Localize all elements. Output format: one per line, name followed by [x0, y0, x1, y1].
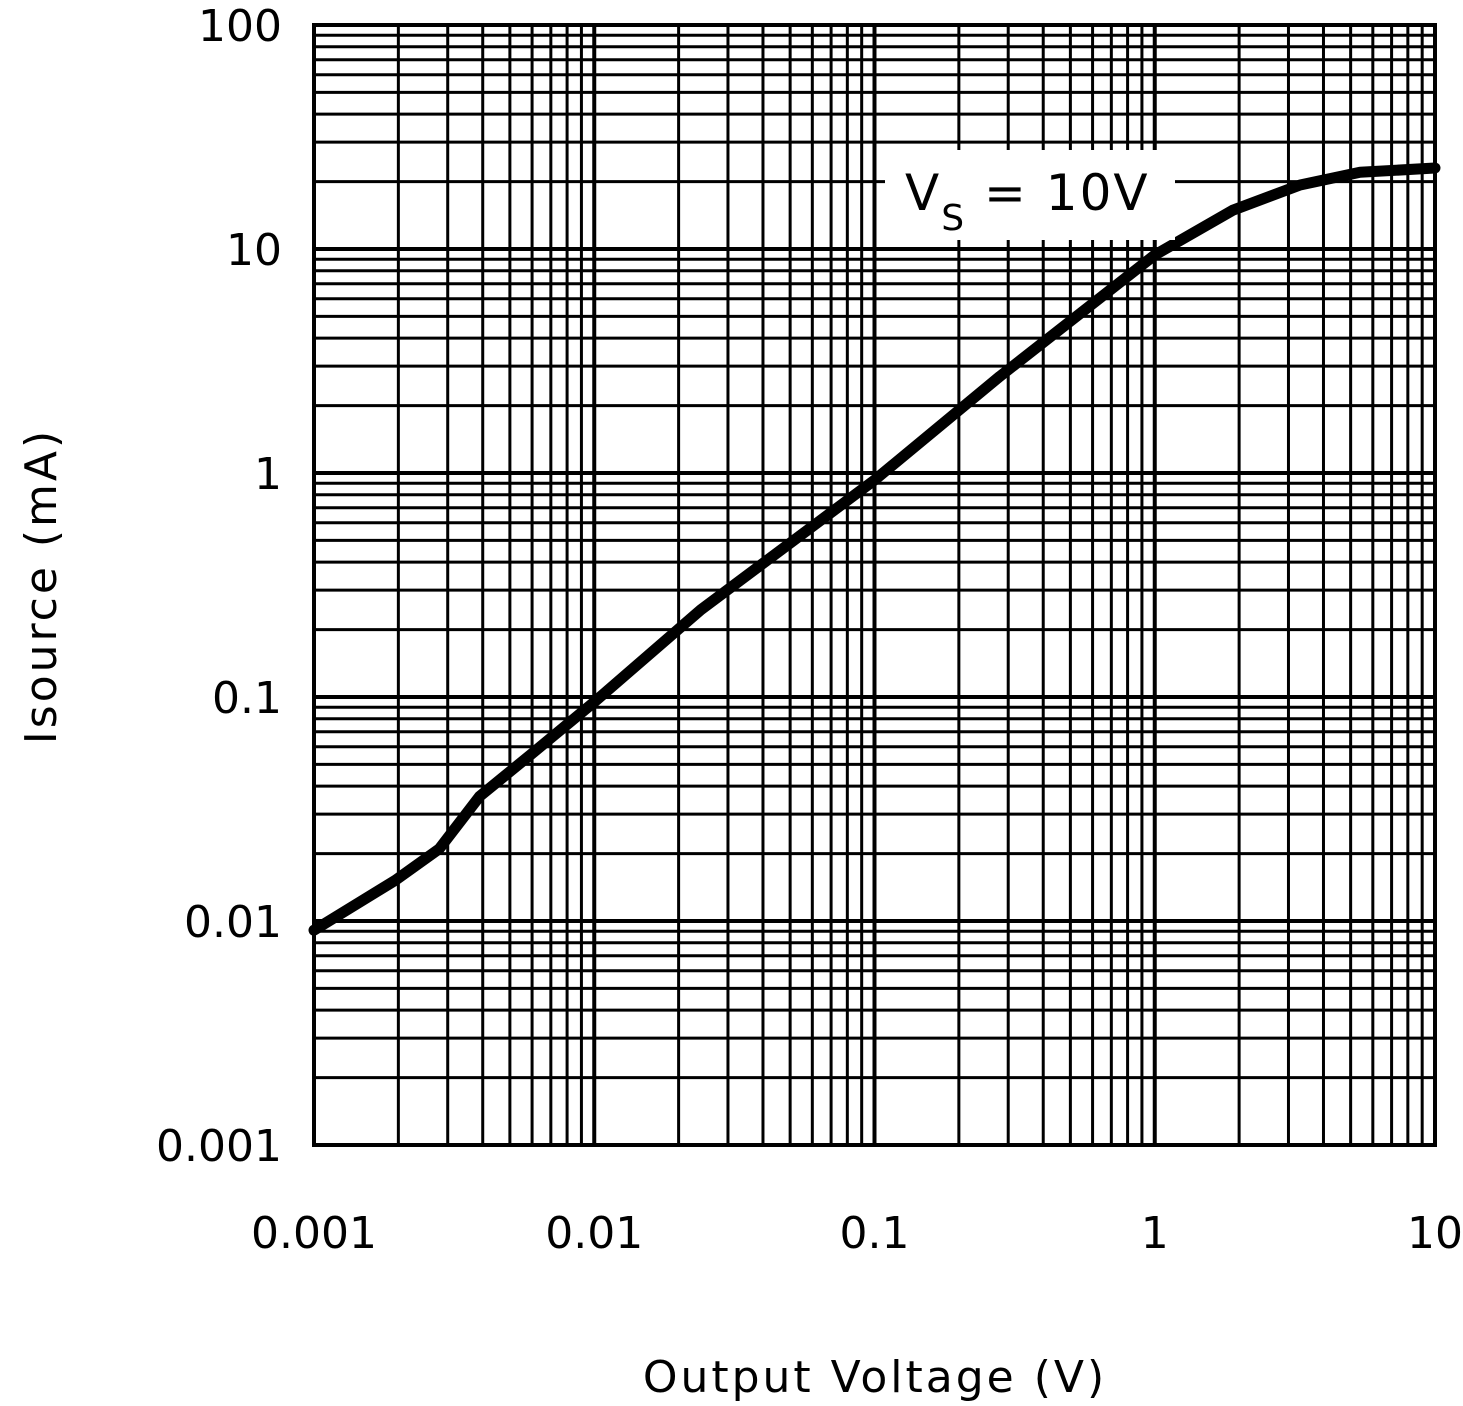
annotation-background — [885, 150, 1175, 240]
x-axis-label: Output Voltage (V) — [643, 1352, 1107, 1403]
series-line — [308, 162, 1441, 936]
annotation-text: VS = 10V — [905, 164, 1150, 239]
y-tick-label: 0.001 — [156, 1121, 282, 1172]
x-tick-label: 0.01 — [545, 1208, 643, 1259]
y-tick-label: 100 — [198, 1, 282, 52]
x-tick-label: 10 — [1407, 1208, 1463, 1259]
x-tick-label: 0.001 — [251, 1208, 377, 1259]
x-tick-label: 1 — [1141, 1208, 1169, 1259]
grid — [312, 23, 1437, 1147]
x-tick-label: 0.1 — [840, 1208, 910, 1259]
y-tick-label: 10 — [226, 225, 282, 276]
plot-frame — [312, 23, 1437, 1147]
annotation-vs: VS = 10V — [885, 150, 1175, 240]
annotation-main: V — [905, 164, 941, 222]
y-tick-label: 1 — [254, 449, 282, 500]
series-group — [308, 162, 1441, 936]
annotation-subscript: S — [941, 198, 966, 239]
y-tick-labels: 0.001 0.01 0.1 1 10 100 — [156, 1, 282, 1172]
annotation-rest: = 10V — [966, 164, 1150, 222]
y-tick-label: 0.01 — [184, 897, 282, 948]
y-axis-label: Isource (mA) — [16, 428, 67, 744]
x-tick-labels: 0.001 0.01 0.1 1 10 — [251, 1208, 1463, 1259]
y-tick-label: 0.1 — [212, 673, 282, 724]
